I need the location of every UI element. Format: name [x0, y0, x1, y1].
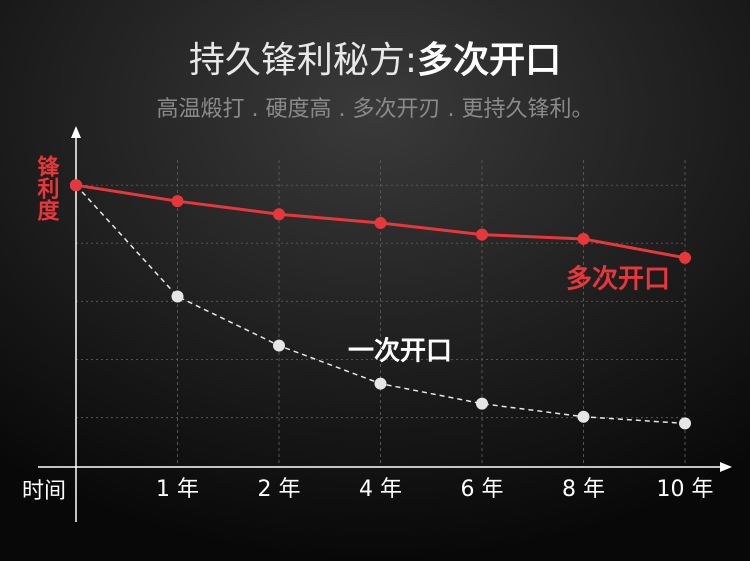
series-label: 多次开口 [566, 265, 670, 295]
x-tick-label: 4 年 [359, 477, 402, 502]
data-point [476, 397, 488, 410]
series-label: 一次开口 [348, 337, 452, 367]
data-point [171, 195, 184, 208]
data-point [273, 208, 285, 221]
data-point [679, 251, 691, 264]
title-main: 持久锋利秘方: [189, 40, 417, 81]
x-tick-label: 2 年 [258, 477, 301, 502]
data-point [171, 290, 184, 303]
data-point [273, 339, 285, 352]
x-tick-label: 10 年 [657, 477, 714, 502]
data-point [679, 417, 691, 430]
x-tick-label: 8 年 [562, 477, 605, 502]
data-point [70, 179, 82, 192]
data-point [476, 228, 488, 241]
title: 持久锋利秘方:多次开口 [189, 40, 561, 81]
data-point [374, 216, 387, 229]
x-axis-arrow [720, 462, 732, 472]
title-highlight: 多次开口 [417, 40, 561, 81]
x-tick-label: 6 年 [461, 477, 504, 502]
y-axis-arrow [71, 126, 81, 138]
data-point [577, 232, 590, 245]
data-point [374, 377, 387, 390]
data-point [577, 410, 590, 423]
x-tick-label: 1 年 [156, 477, 199, 502]
y-axis-label: 锋利度 [34, 154, 60, 222]
x-axis-label: 时间 [22, 479, 66, 504]
subtitle: 高温煅打 . 硬度高 . 多次开刃 . 更持久锋利。 [157, 97, 594, 122]
